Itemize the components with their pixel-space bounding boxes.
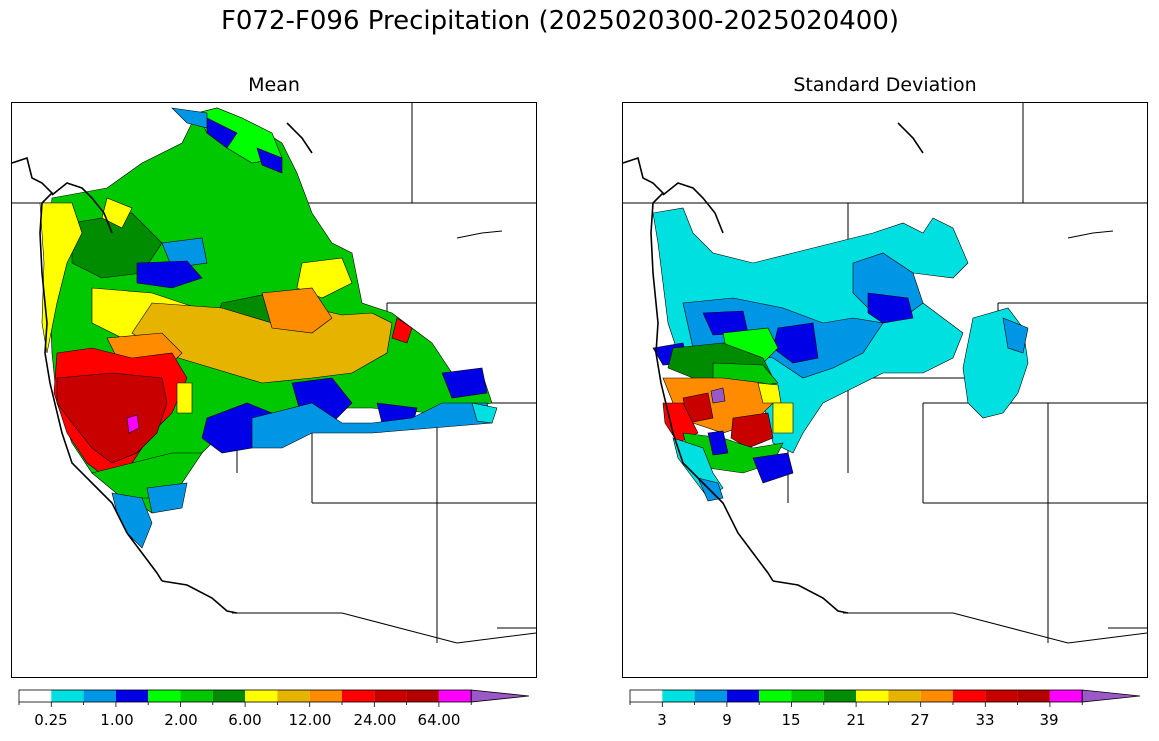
std-colorbar-swatch (823, 690, 857, 702)
mean-colorbar-swatch (342, 690, 375, 702)
mean-colorbar-swatch (374, 690, 407, 702)
std-colorbar-swatch (1049, 690, 1083, 702)
mean-colorbar-swatch (19, 690, 52, 702)
mean-colorbar-swatch (245, 690, 278, 702)
mean-colorbar-swatch (277, 690, 310, 702)
mean-map (11, 102, 537, 678)
std-colorbar-swatch (759, 690, 792, 702)
mean-tick-label: 1.00 (100, 711, 134, 729)
std-tick-label: 3 (657, 711, 667, 729)
std-colorbar-swatch (920, 690, 953, 702)
std-colorbar-swatch (630, 690, 663, 702)
std-colorbar-swatch (726, 690, 760, 702)
std-colorbar-swatches (629, 689, 1141, 707)
mean-colorbar-swatch (115, 690, 149, 702)
std-colorbar-swatch (791, 690, 824, 702)
mean-panel-title: Mean (248, 74, 300, 96)
mean-colorbar-swatch (148, 690, 181, 702)
std-colorbar-extend-arrow (1081, 689, 1141, 703)
std-colorbar-swatch (953, 690, 986, 702)
mean-tick-label: 24.00 (353, 711, 397, 729)
std-colorbar (629, 688, 1141, 710)
mean-tick-label: 64.00 (417, 711, 461, 729)
std-tick-label: 33 (975, 711, 995, 729)
std-tick-label: 39 (1039, 711, 1059, 729)
std-colorbar-swatch (1017, 690, 1050, 702)
mean-colorbar-swatches (18, 689, 530, 707)
mean-colorbar-swatch (83, 690, 116, 702)
std-tick-label: 21 (846, 711, 866, 729)
std-colorbar-swatch (856, 690, 889, 702)
mean-colorbar-swatch (438, 690, 472, 702)
std-colorbar-swatch (985, 690, 1018, 702)
mean-colorbar-swatch (212, 690, 246, 702)
std-tick-label: 9 (722, 711, 732, 729)
mean-colorbar-swatch (180, 690, 213, 702)
figure-title: F072-F096 Precipitation (2025020300-2025… (220, 6, 900, 36)
mean-colorbar-swatch (406, 690, 439, 702)
mean-tick-label: 6.00 (228, 711, 262, 729)
mean-colorbar (18, 688, 530, 710)
std-colorbar-swatch (694, 690, 727, 702)
std-colorbar-swatch (662, 690, 695, 702)
mean-colorbar-extend-arrow (470, 689, 530, 703)
std-panel-title: Standard Deviation (793, 74, 977, 96)
std-tick-label: 27 (910, 711, 930, 729)
std-tick-label: 15 (781, 711, 801, 729)
mean-tick-label: 2.00 (164, 711, 198, 729)
std-map (622, 102, 1148, 678)
mean-colorbar-swatch (51, 690, 84, 702)
std-colorbar-swatch (888, 690, 921, 702)
mean-colorbar-swatch (309, 690, 342, 702)
mean-tick-label: 0.25 (34, 711, 68, 729)
mean-tick-label: 12.00 (288, 711, 332, 729)
